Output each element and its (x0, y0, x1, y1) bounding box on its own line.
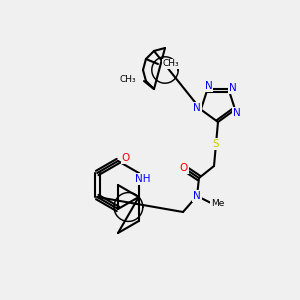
Text: O: O (180, 163, 188, 173)
Text: N: N (229, 83, 236, 93)
Text: N: N (233, 108, 241, 118)
Text: CH₃: CH₃ (163, 59, 180, 68)
Text: N: N (205, 81, 212, 92)
Text: S: S (213, 139, 219, 149)
Text: Me: Me (211, 200, 225, 208)
Text: N: N (193, 191, 201, 201)
Text: CH₃: CH₃ (119, 75, 136, 84)
Text: O: O (122, 153, 130, 163)
Text: N: N (193, 103, 201, 112)
Text: NH: NH (135, 174, 151, 184)
